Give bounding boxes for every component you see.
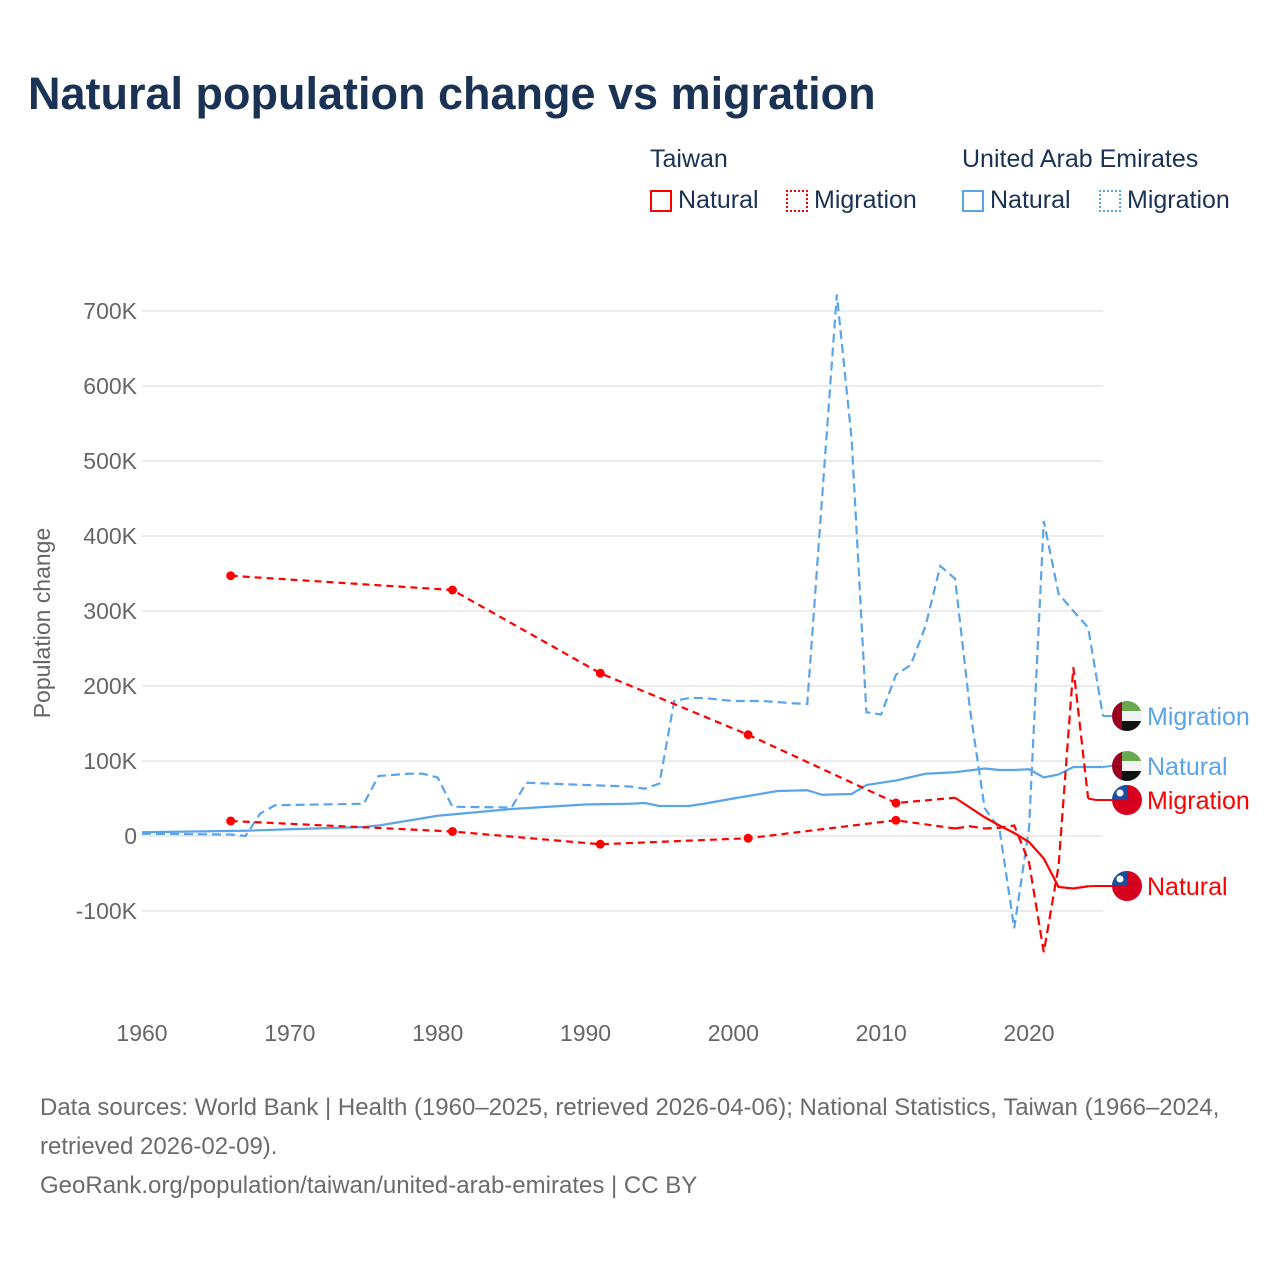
taiwan-flag-icon — [1112, 785, 1142, 815]
y-tick-label: 400K — [83, 523, 137, 549]
x-tick-label: 1980 — [412, 1020, 463, 1046]
taiwan-migration-point[interactable] — [447, 827, 457, 836]
uae-migration-end-label: Migration — [1147, 703, 1250, 731]
uae-natural-end-label: Natural — [1147, 753, 1228, 781]
taiwan-natural-interpolated-line — [230, 574, 956, 805]
x-tick-label: 1960 — [116, 1020, 167, 1046]
x-tick-label: 1990 — [560, 1020, 611, 1046]
uae-flag-icon — [1112, 751, 1142, 781]
y-axis-label: Population change — [29, 528, 55, 719]
taiwan-natural-point[interactable] — [743, 730, 753, 740]
taiwan-flag-icon — [1112, 871, 1142, 901]
legend-group-taiwan: Taiwan — [650, 145, 728, 173]
legend-taiwan-natural[interactable]: Natural — [650, 186, 759, 215]
y-tick-label: 200K — [83, 673, 137, 699]
chart-title: Natural population change vs migration — [28, 68, 876, 119]
taiwan-migration-line — [954, 667, 1090, 953]
x-tick-label: 2000 — [708, 1020, 759, 1046]
taiwan-natural-point[interactable] — [891, 798, 901, 808]
taiwan-natural-point[interactable] — [447, 585, 457, 595]
legend-uae-natural[interactable]: Natural — [962, 186, 1071, 215]
taiwan-migration-point[interactable] — [743, 833, 753, 843]
source-link[interactable]: GeoRank.org/population/taiwan/united-ara… — [40, 1172, 698, 1199]
y-tick-label: 0 — [124, 823, 137, 849]
taiwan-migration-interpolated-line — [230, 819, 956, 846]
taiwan-migration-point[interactable] — [595, 839, 605, 849]
legend-swatch-solid — [650, 189, 672, 212]
taiwan-natural-line — [954, 796, 1089, 890]
x-tick-label: 1970 — [264, 1020, 315, 1046]
taiwan-natural-point[interactable] — [595, 668, 605, 678]
legend-uae-migration[interactable]: Migration — [1099, 186, 1230, 215]
taiwan-natural-end-label: Natural — [1147, 873, 1228, 901]
y-tick-label: 500K — [83, 448, 137, 474]
legend-label: Migration — [1127, 186, 1230, 214]
x-tick-label: 2020 — [1003, 1020, 1054, 1046]
legend-label: Natural — [990, 186, 1071, 214]
taiwan-migration-point[interactable] — [891, 815, 901, 825]
uae-flag-icon — [1112, 701, 1142, 731]
y-tick-label: 100K — [83, 748, 137, 774]
source-note: Data sources: World Bank | Health (1960–… — [40, 1088, 1250, 1205]
y-tick-label: -100K — [76, 898, 138, 924]
taiwan-migration-end-label: Migration — [1147, 787, 1250, 815]
legend-swatch-dotted — [1099, 189, 1121, 212]
legend-label: Migration — [814, 186, 917, 214]
source-text: Data sources: World Bank | Health (1960–… — [40, 1094, 1220, 1160]
legend-taiwan-migration[interactable]: Migration — [786, 186, 917, 215]
y-tick-label: 600K — [83, 373, 137, 399]
legend-swatch-dotted — [786, 189, 808, 212]
y-tick-label: 300K — [83, 598, 137, 624]
legend-label: Natural — [678, 186, 759, 214]
uae-natural-line — [141, 765, 1103, 834]
taiwan-natural-point[interactable] — [226, 571, 236, 581]
taiwan-migration-point[interactable] — [226, 816, 236, 826]
legend-swatch-solid — [962, 189, 984, 212]
legend-group-uae: United Arab Emirates — [962, 145, 1199, 173]
x-tick-label: 2010 — [856, 1020, 907, 1046]
y-tick-label: 700K — [83, 298, 137, 324]
